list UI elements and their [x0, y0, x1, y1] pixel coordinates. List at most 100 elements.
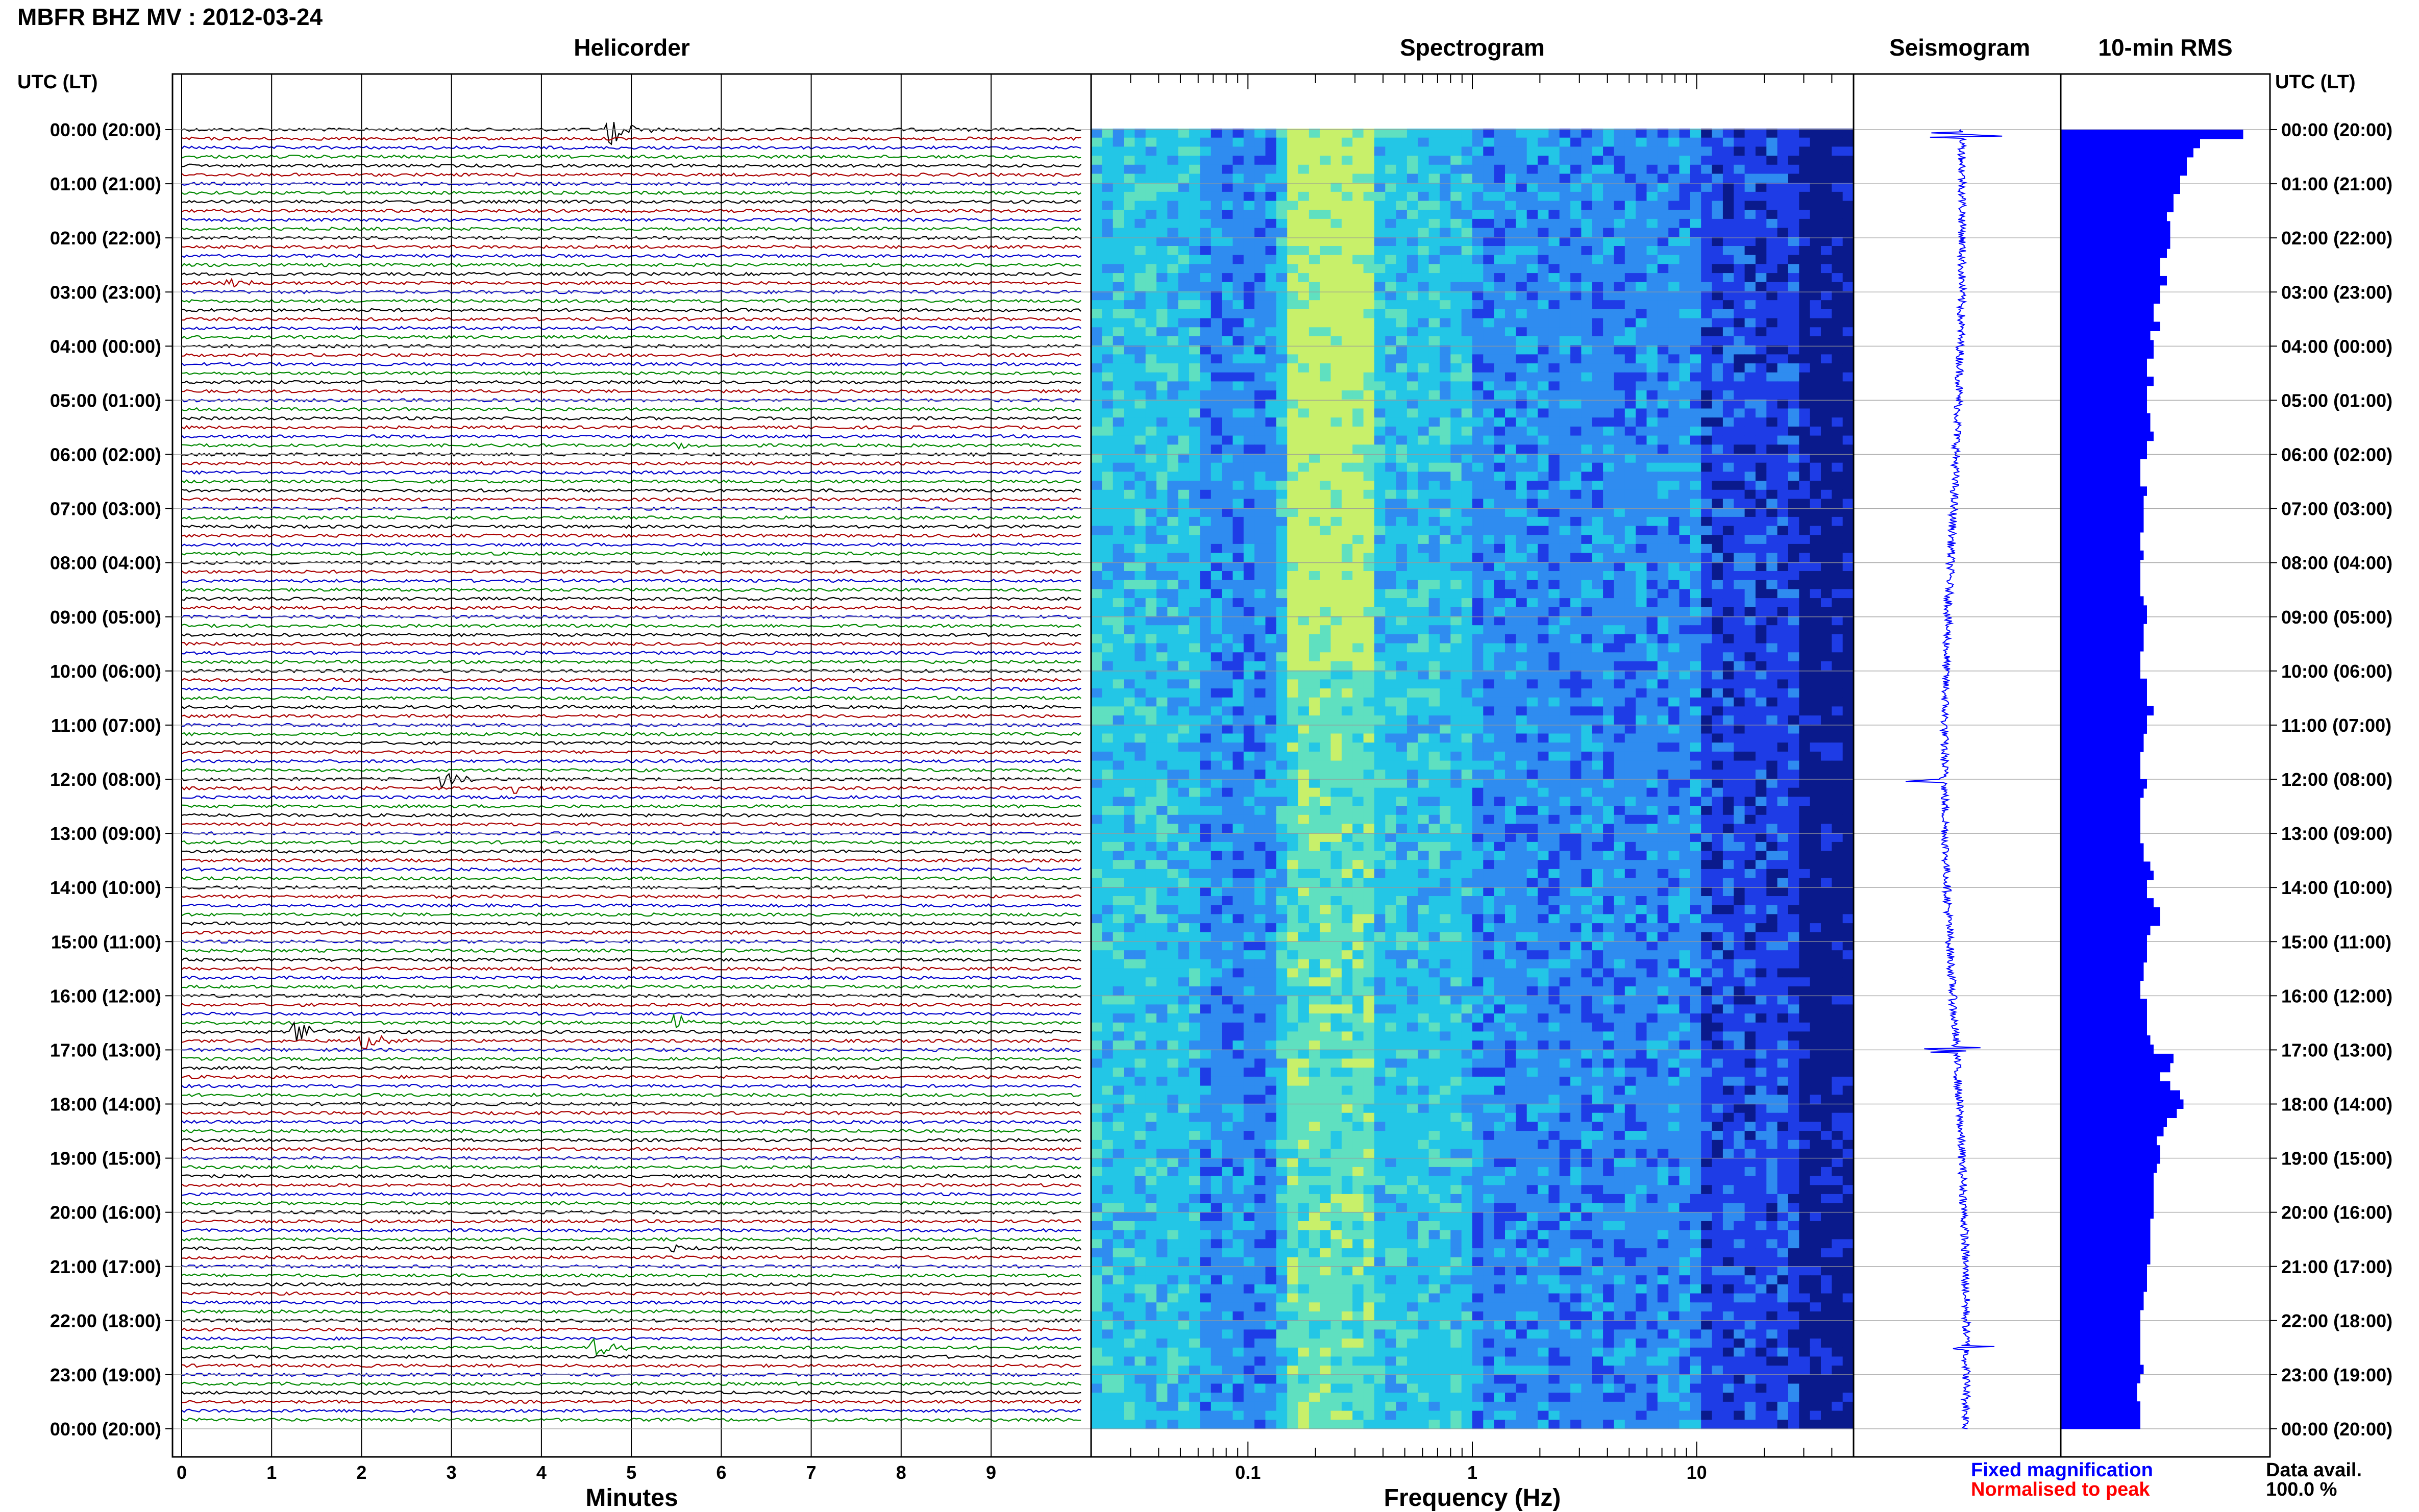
spectrogram-cell — [1330, 562, 1342, 572]
spectrogram-cell — [1744, 543, 1756, 554]
spectrogram-cell — [1145, 526, 1157, 536]
spectrogram-cell — [1232, 282, 1244, 292]
spectrogram-cell — [1406, 562, 1418, 572]
spectrogram-cell — [1287, 661, 1299, 671]
spectrogram-cell — [1712, 228, 1723, 238]
spectrogram-cell — [1341, 706, 1353, 716]
spectrogram-cell — [1821, 454, 1833, 463]
spectrogram-cell — [1265, 454, 1277, 463]
spectrogram-cell — [1483, 237, 1495, 246]
spectrogram-cell — [1603, 137, 1615, 147]
spectrogram-cell — [1167, 481, 1179, 490]
spectrogram-cell — [1690, 508, 1701, 517]
spectrogram-cell — [1232, 679, 1244, 689]
spectrogram-cell — [1265, 381, 1277, 391]
spectrogram-cell — [1832, 191, 1843, 202]
spectrogram-cell — [1646, 390, 1658, 400]
spectrogram-cell — [1505, 625, 1517, 635]
spectrogram-cell — [1276, 715, 1288, 725]
spectrogram-cell — [1341, 255, 1353, 265]
spectrogram-cell — [1232, 399, 1244, 409]
spectrogram-cell — [1406, 724, 1418, 734]
spectrogram-cell — [1440, 499, 1451, 508]
spectrogram-cell — [1091, 589, 1103, 599]
spectrogram-cell — [1701, 454, 1713, 463]
spectrogram-cell — [1744, 137, 1756, 147]
spectrogram-cell — [1538, 526, 1549, 536]
spectrogram-cell — [1570, 164, 1582, 175]
spectrogram-cell — [1832, 535, 1843, 544]
spectrogram-cell — [1298, 129, 1310, 138]
spectrogram-cell — [1755, 164, 1767, 175]
spectrogram-cell — [1363, 273, 1375, 283]
spectrogram-cell — [1385, 435, 1397, 445]
spectrogram-cell — [1320, 372, 1331, 382]
spectrogram-cell — [1145, 228, 1157, 238]
spectrogram-cell — [1363, 318, 1375, 328]
spectrogram-cell — [1189, 210, 1201, 219]
spectrogram-cell — [1494, 481, 1505, 490]
spectrogram-cell — [1701, 670, 1713, 680]
spectrogram-cell — [1254, 733, 1266, 743]
spectrogram-cell — [1232, 417, 1244, 427]
spectrogram-cell — [1744, 724, 1756, 734]
spectrogram-cell — [1548, 129, 1560, 138]
spectrogram-cell — [1646, 543, 1658, 554]
spectrogram-cell — [1701, 526, 1713, 536]
spectrogram-cell — [1428, 724, 1440, 734]
spectrogram-cell — [1320, 417, 1331, 427]
spectrogram-cell — [1102, 679, 1114, 689]
spectrogram-cell — [1570, 688, 1582, 698]
spectrogram-cell — [1744, 598, 1756, 608]
spectrogram-cell — [1167, 327, 1179, 337]
spectrogram-cell — [1102, 543, 1114, 554]
spectrogram-cell — [1309, 715, 1320, 725]
spectrogram-cell — [1254, 489, 1266, 500]
spectrogram-cell — [1657, 264, 1669, 274]
spectrogram-cell — [1766, 309, 1778, 319]
spectrogram-cell — [1124, 318, 1136, 328]
spectrogram-cell — [1526, 706, 1538, 716]
spectrogram-cell — [1810, 580, 1821, 590]
spectrogram-cell — [1592, 543, 1603, 554]
spectrogram-cell — [1636, 516, 1647, 527]
spectrogram-cell — [1657, 417, 1669, 427]
spectrogram-cell — [1396, 580, 1408, 590]
spectrogram-cell — [1254, 454, 1266, 463]
spectrogram-cell — [1385, 146, 1397, 156]
spectrogram-cell — [1428, 462, 1440, 473]
spectrogram-cell — [1505, 724, 1517, 734]
spectrogram-cell — [1167, 706, 1179, 716]
spectrogram-cell — [1516, 444, 1527, 454]
spectrogram-cell — [1570, 390, 1582, 400]
spectrogram-cell — [1494, 164, 1505, 175]
spectrogram-cell — [1145, 444, 1157, 454]
spectrogram-cell — [1145, 264, 1157, 274]
spectrogram-cell — [1298, 472, 1310, 481]
spectrogram-cell — [1755, 129, 1767, 138]
spectrogram-cell — [1701, 661, 1713, 671]
spectrogram-cell — [1418, 652, 1429, 662]
spectrogram-cell — [1701, 489, 1713, 500]
spectrogram-cell — [1472, 607, 1484, 617]
spectrogram-cell — [1189, 426, 1201, 436]
spectrogram-cell — [1178, 444, 1190, 454]
spectrogram-cell — [1624, 336, 1636, 346]
spectrogram-cell — [1581, 535, 1593, 544]
spectrogram-cell — [1091, 218, 1103, 229]
spectrogram-cell — [1232, 643, 1244, 653]
spectrogram-cell — [1777, 444, 1789, 454]
spectrogram-cell — [1406, 273, 1418, 283]
spectrogram-cell — [1734, 273, 1745, 283]
spectrogram-cell — [1406, 481, 1418, 490]
spectrogram-cell — [1799, 688, 1811, 698]
spectrogram-cell — [1450, 454, 1462, 463]
spectrogram-cell — [1472, 381, 1484, 391]
spectrogram-cell — [1821, 435, 1833, 445]
spectrogram-cell — [1428, 164, 1440, 175]
spectrogram-cell — [1352, 607, 1364, 617]
spectrogram-cell — [1668, 417, 1680, 427]
spectrogram-cell — [1538, 733, 1549, 743]
spectrogram-cell — [1102, 146, 1114, 156]
spectrogram-cell — [1418, 616, 1429, 626]
